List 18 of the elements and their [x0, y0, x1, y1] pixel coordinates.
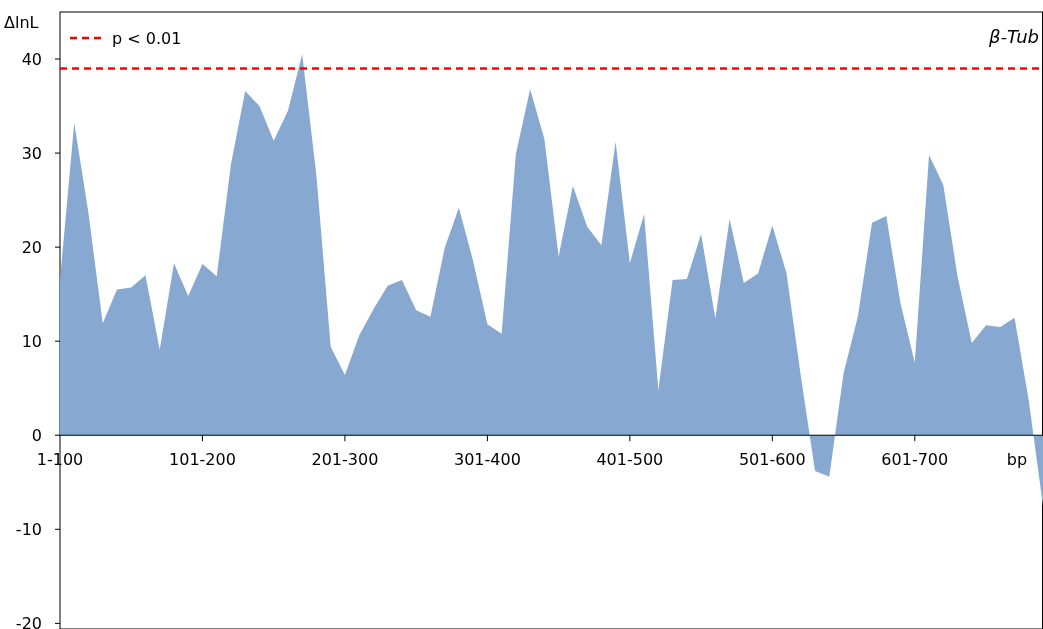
y-tick-label: 20: [21, 238, 42, 258]
y-tick-label: 0: [31, 426, 42, 446]
x-tick-label: 1-100: [36, 450, 84, 470]
x-tick-label: 501-600: [738, 450, 806, 470]
x-tick-label: 301-400: [453, 450, 521, 470]
y-tick-label: -20: [15, 614, 42, 629]
y-tick-label: 30: [21, 144, 42, 164]
x-tick-label: 101-200: [169, 450, 236, 470]
x-tick-label: 201-300: [311, 450, 379, 470]
x-tick-label: 401-500: [596, 450, 664, 470]
legend-label: p < 0.01: [112, 29, 182, 48]
text: β-Tub: [987, 26, 1039, 47]
y-axis-title: ΔlnL: [4, 13, 39, 32]
y-tick-label: 40: [21, 50, 42, 70]
y-tick-label: 10: [21, 332, 42, 352]
x-axis-title: bp: [1006, 450, 1028, 470]
y-tick-label: -10: [15, 520, 42, 540]
x-tick-label: 601-700: [881, 450, 949, 470]
